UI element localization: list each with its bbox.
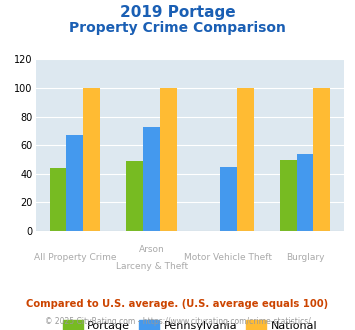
Text: Motor Vehicle Theft: Motor Vehicle Theft	[184, 253, 272, 262]
Bar	[313, 88, 330, 231]
Legend: Portage, Pennsylvania, National: Portage, Pennsylvania, National	[58, 315, 322, 330]
Text: All Property Crime: All Property Crime	[34, 253, 116, 262]
Text: Burglary: Burglary	[286, 253, 324, 262]
Text: Larceny & Theft: Larceny & Theft	[115, 262, 188, 271]
Bar	[280, 159, 296, 231]
Bar	[143, 127, 160, 231]
Text: Property Crime Comparison: Property Crime Comparison	[69, 21, 286, 35]
Bar	[296, 154, 313, 231]
Bar	[126, 161, 143, 231]
Bar	[50, 168, 66, 231]
Bar	[66, 135, 83, 231]
Text: © 2025 CityRating.com - https://www.cityrating.com/crime-statistics/: © 2025 CityRating.com - https://www.city…	[45, 317, 310, 326]
Bar	[83, 88, 100, 231]
Bar	[220, 167, 237, 231]
Bar	[160, 88, 177, 231]
Text: Compared to U.S. average. (U.S. average equals 100): Compared to U.S. average. (U.S. average …	[26, 299, 329, 309]
Bar	[237, 88, 253, 231]
Text: 2019 Portage: 2019 Portage	[120, 5, 235, 20]
Text: Arson: Arson	[139, 245, 164, 254]
